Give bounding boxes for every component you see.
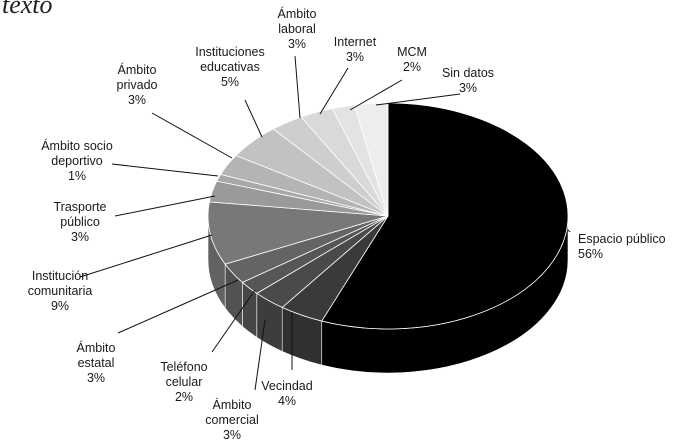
slice-label-ambito-socio-deportivo: Ámbito socio deportivo 1%	[41, 138, 113, 183]
leader-lines	[79, 55, 571, 391]
slice-label-sin-datos: Sin datos 3%	[442, 66, 494, 95]
leader-line-ambito-comercial	[254, 319, 266, 391]
slice-espacio-publico	[321, 102, 569, 330]
slice-label-ambito-comercial: Ámbito comercial 3%	[205, 397, 259, 440]
leader-line-ambito-socio-deportivo	[111, 163, 219, 177]
leader-line-trasporte-publico	[114, 195, 216, 217]
slice-label-vecindad: Vecindad 4%	[261, 379, 312, 408]
header-fragment: texto	[2, 0, 53, 19]
leader-line-internet	[319, 67, 349, 115]
leader-line-telefono-celular	[211, 289, 256, 353]
slice-label-ambito-laboral: Ámbito laboral 3%	[278, 6, 317, 51]
slice-label-internet: Internet 3%	[334, 35, 377, 64]
slice-label-mcm: MCM 2%	[397, 45, 427, 74]
leader-line-sin-datos	[375, 93, 461, 106]
slice-label-espacio-publico: Espacio público 56%	[578, 232, 666, 261]
leader-line-mcm	[349, 79, 403, 111]
leader-line-ambito-estatal	[117, 279, 239, 334]
leader-line-institucion-comunitaria	[79, 234, 213, 278]
slice-label-telefono-celular: Teléfono celular 2%	[160, 360, 207, 404]
slice-label-ambito-estatal: Ámbito estatal 3%	[77, 340, 116, 385]
slice-labels: Espacio público 56% Vecindad 4%Ámbito comerc…	[28, 6, 666, 440]
leader-line-espacio-publico	[567, 229, 571, 233]
leader-line-ambito-laboral	[294, 55, 301, 119]
leader-line-ambito-privado	[151, 112, 233, 159]
slice-label-instituciones-educativas: Instituciones educativas 5%	[195, 45, 264, 89]
slice-institucion-comunitaria	[207, 201, 389, 265]
slice-label-trasporte-publico: Trasporte público 3%	[53, 200, 106, 244]
slice-label-ambito-privado: Ámbito privado 3%	[117, 62, 158, 107]
leader-line-instituciones-educativas	[244, 99, 263, 138]
pie-top-layer	[207, 102, 569, 330]
slice-label-institucion-comunitaria: Institución comunitaria 9%	[28, 269, 93, 313]
